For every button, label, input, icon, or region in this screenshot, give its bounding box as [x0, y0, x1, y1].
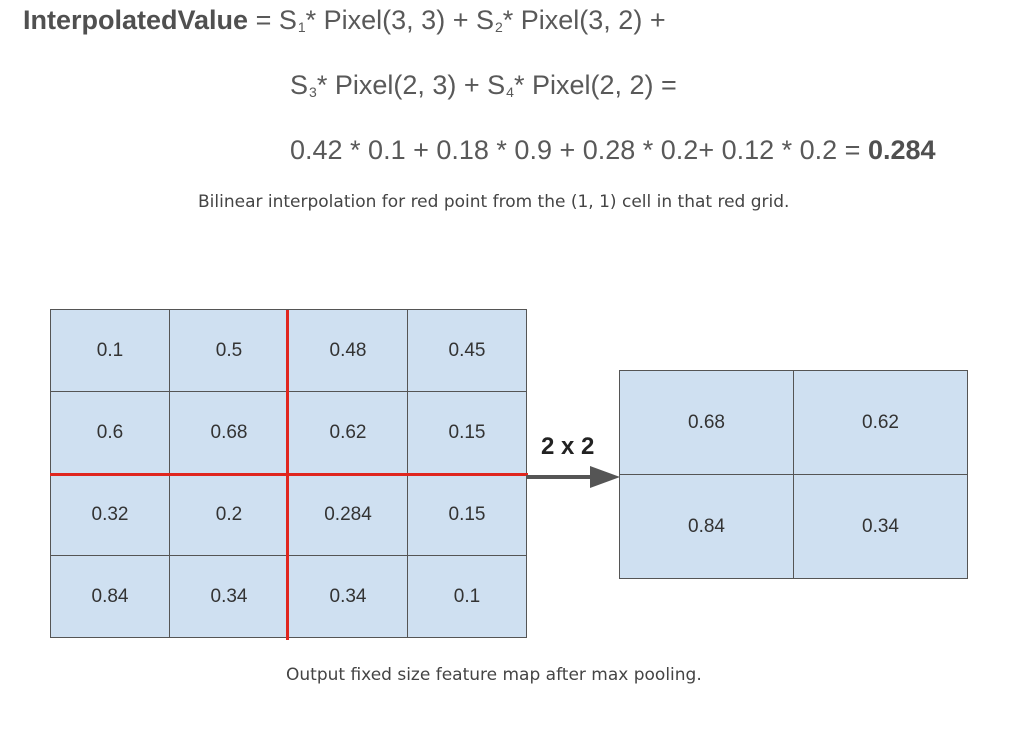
input-cell: 0.1: [407, 555, 527, 638]
equation-lhs: InterpolatedValue: [23, 5, 249, 35]
caption-bottom: Output fixed size feature map after max …: [286, 665, 702, 685]
equation-text: S: [290, 70, 309, 100]
input-cell: 0.15: [407, 473, 527, 556]
input-cell: 0.6: [50, 391, 170, 474]
caption-top: Bilinear interpolation for red point fro…: [198, 192, 790, 212]
equation-line-2: S3* Pixel(2, 3) + S4* Pixel(2, 2) =: [290, 70, 677, 100]
equation-line-1: InterpolatedValue = S1* Pixel(3, 3) + S2…: [23, 5, 666, 35]
input-cell: 0.32: [50, 473, 170, 556]
red-grid-horizontal-line: [50, 473, 528, 476]
input-cell: 0.15: [407, 391, 527, 474]
equation-text: * Pixel(2, 2) =: [513, 70, 677, 100]
input-cell: 0.45: [407, 309, 527, 392]
equation-subscript: 1: [297, 19, 306, 35]
input-cell: 0.5: [169, 309, 289, 392]
equation-text: = S: [248, 5, 297, 35]
output-cell: 0.62: [793, 370, 968, 475]
output-cell: 0.84: [619, 474, 794, 579]
equation-text: 0.42 * 0.1 + 0.18 * 0.9 + 0.28 * 0.2+ 0.…: [290, 135, 868, 165]
output-cell: 0.68: [619, 370, 794, 475]
equation-subscript: 3: [309, 84, 317, 100]
input-cell: 0.1: [50, 309, 170, 392]
input-cell: 0.34: [288, 555, 408, 638]
arrow-label: 2 x 2: [541, 433, 595, 460]
equation-result: 0.284: [867, 135, 936, 165]
equation-text: * Pixel(2, 3) + S: [316, 70, 506, 100]
equation-text: * Pixel(3, 2) +: [502, 5, 666, 35]
arrow-icon: [526, 466, 620, 488]
equation-text: * Pixel(3, 3) + S: [305, 5, 494, 35]
equation-subscript: 4: [506, 84, 514, 100]
input-cell: 0.68: [169, 391, 289, 474]
input-cell: 0.62: [288, 391, 408, 474]
equation-subscript: 2: [494, 19, 503, 35]
output-cell: 0.34: [793, 474, 968, 579]
equation-line-3: 0.42 * 0.1 + 0.18 * 0.9 + 0.28 * 0.2+ 0.…: [290, 137, 936, 164]
input-cell: 0.34: [169, 555, 289, 638]
input-cell: 0.84: [50, 555, 170, 638]
input-cell: 0.284: [288, 473, 408, 556]
input-cell: 0.2: [169, 473, 289, 556]
input-cell: 0.48: [288, 309, 408, 392]
